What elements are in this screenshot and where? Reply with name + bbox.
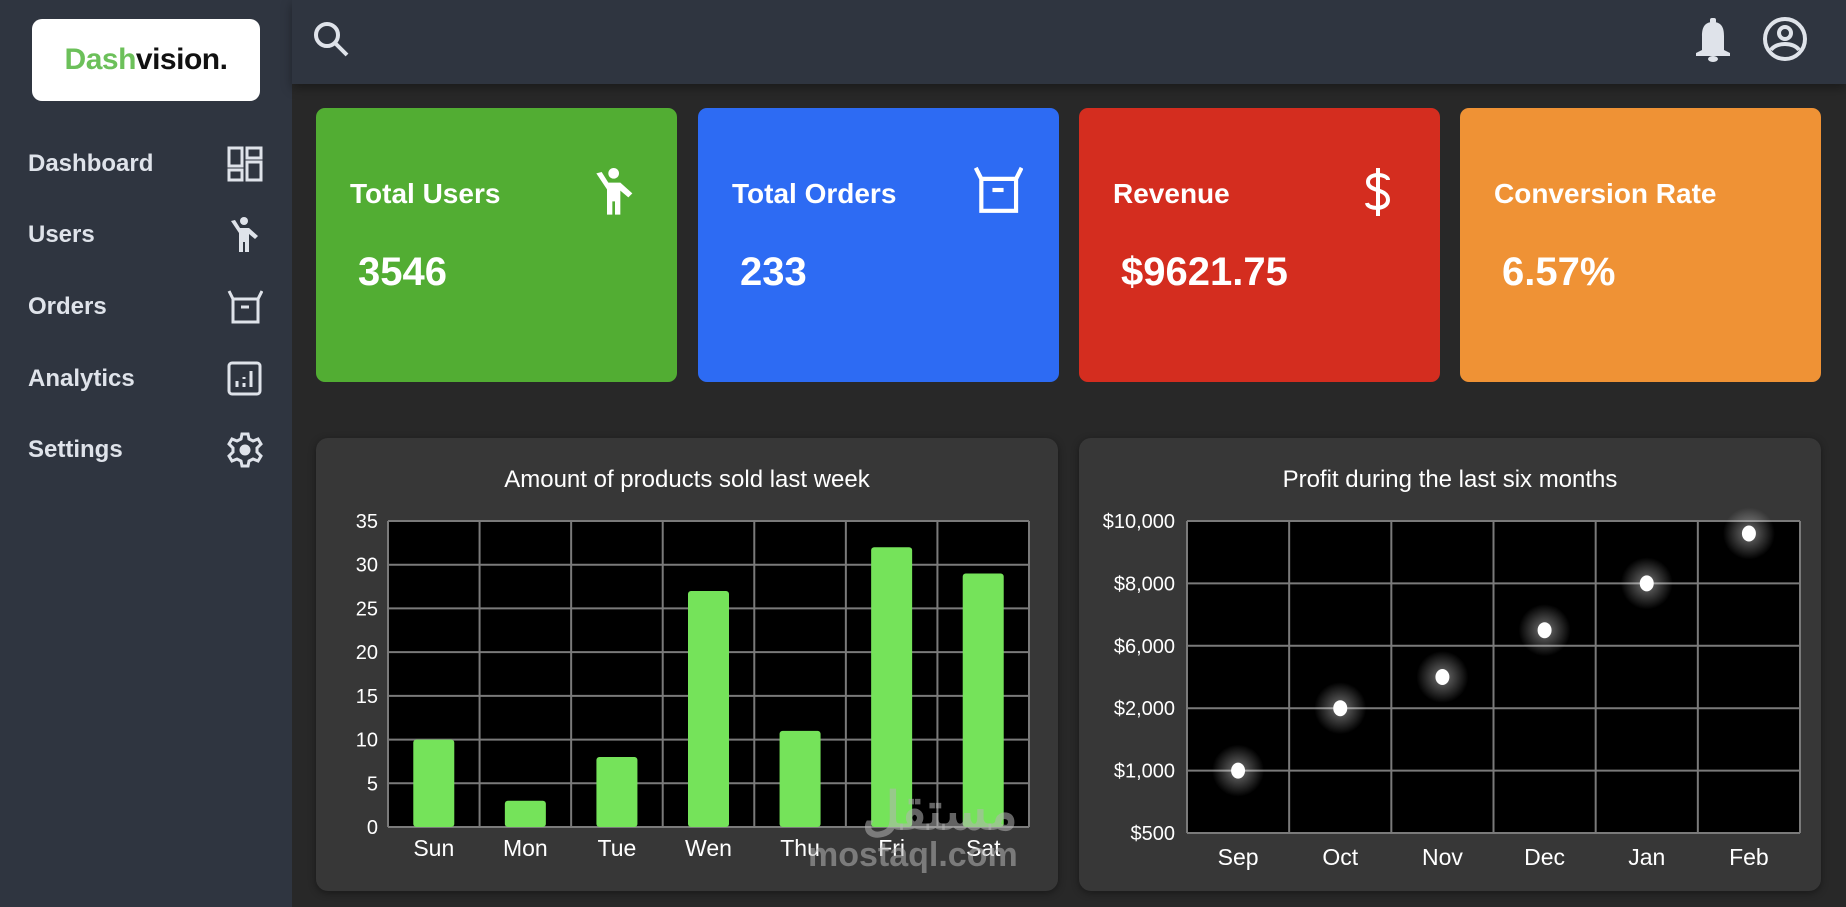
sidebar-item-label: Orders xyxy=(28,293,107,320)
sidebar: Dash vision. Dashboard Users Orders xyxy=(0,0,292,907)
x-tick-label: Wen xyxy=(685,835,732,861)
stat-value: 233 xyxy=(740,250,807,294)
x-tick-label: Dec xyxy=(1524,844,1565,870)
sidebar-item-users[interactable]: Users xyxy=(0,205,292,265)
x-tick-label: Thu xyxy=(780,835,820,861)
topbar xyxy=(292,0,1846,84)
gear-icon xyxy=(226,431,264,469)
point-feb xyxy=(1741,525,1756,542)
profit-chart-panel: Profit during the last six months $500 $1… xyxy=(1079,438,1821,891)
bar-mon xyxy=(504,800,546,827)
y-tick-label: $10,000 xyxy=(1103,511,1175,533)
y-tick-label: 0 xyxy=(367,817,378,839)
y-tick-label: 15 xyxy=(356,686,378,708)
bar-fri xyxy=(871,547,913,827)
stat-card-total-users[interactable]: Total Users 3546 xyxy=(316,108,677,382)
y-tick-label: $500 xyxy=(1131,823,1176,845)
y-tick-label: $8,000 xyxy=(1114,573,1175,595)
sidebar-item-label: Dashboard xyxy=(28,150,154,177)
y-tick-label: $6,000 xyxy=(1114,636,1175,658)
products-sold-chart-panel: Amount of products sold last week 0 5 10 15… xyxy=(316,438,1058,891)
y-tick-label: $2,000 xyxy=(1114,698,1175,720)
sidebar-item-label: Settings xyxy=(28,436,123,463)
profit-scatter-chart: $500 $1,000 $2,000 $6,000 $8,000 $10,000 Sep Oc… xyxy=(1103,507,1801,870)
logo[interactable]: Dash vision. xyxy=(32,19,260,101)
chart-title: Amount of products sold last week xyxy=(504,466,870,493)
x-tick-label: Mon xyxy=(503,835,548,861)
x-tick-label: Sun xyxy=(413,835,454,861)
bell-icon[interactable] xyxy=(1692,16,1734,62)
sidebar-item-orders[interactable]: Orders xyxy=(0,277,292,337)
y-tick-label: 25 xyxy=(356,598,378,620)
stat-value: 3546 xyxy=(358,250,447,294)
bar-wen xyxy=(688,590,729,827)
logo-part-dash: Dash xyxy=(64,43,137,76)
y-tick-label: 35 xyxy=(356,511,378,533)
bar-thu xyxy=(779,730,821,827)
stat-value: 6.57% xyxy=(1502,250,1616,294)
stat-title: Total Orders xyxy=(732,178,897,209)
stat-card-revenue[interactable]: Revenue $9621.75 xyxy=(1079,108,1440,382)
sidebar-item-analytics[interactable]: Analytics xyxy=(0,349,292,409)
package-box-icon xyxy=(973,164,1024,220)
person-waving-icon xyxy=(591,164,639,220)
sidebar-item-settings[interactable]: Settings xyxy=(0,420,292,480)
logo-part-vision: vision. xyxy=(135,43,228,76)
y-tick-label: 30 xyxy=(356,555,378,577)
y-tick-label: 20 xyxy=(356,642,378,664)
analytics-chart-icon xyxy=(226,360,264,398)
x-tick-label: Jan xyxy=(1628,844,1665,870)
x-tick-label: Oct xyxy=(1322,844,1358,870)
chart-title: Profit during the last six months xyxy=(1282,466,1618,493)
dollar-icon xyxy=(1354,164,1402,220)
search-icon[interactable] xyxy=(310,18,352,60)
stat-title: Revenue xyxy=(1113,178,1230,209)
bar-tue xyxy=(596,757,638,827)
sidebar-item-dashboard[interactable]: Dashboard xyxy=(0,134,292,194)
x-tick-label: Sat xyxy=(966,835,1001,861)
stat-title: Conversion Rate xyxy=(1494,178,1717,209)
stat-card-total-orders[interactable]: Total Orders 233 xyxy=(698,108,1059,382)
stat-value: $9621.75 xyxy=(1121,250,1288,294)
package-box-icon xyxy=(226,288,264,326)
point-jan xyxy=(1639,575,1654,592)
stat-title: Total Users xyxy=(350,178,501,209)
products-sold-bar-chart: 0 5 10 15 20 25 30 35 Sun Mon Tue Wen Thu Fri Sat xyxy=(356,511,1030,861)
point-sep xyxy=(1231,762,1246,779)
x-tick-label: Feb xyxy=(1729,844,1769,870)
dashboard-grid-icon xyxy=(226,145,264,183)
x-tick-label: Tue xyxy=(598,835,637,861)
point-oct xyxy=(1333,700,1348,717)
sidebar-item-label: Users xyxy=(28,221,95,248)
account-circle-icon[interactable] xyxy=(1762,16,1808,62)
person-waving-icon xyxy=(226,216,264,254)
x-tick-label: Fri xyxy=(878,835,905,861)
stat-card-conversion-rate[interactable]: Conversion Rate 6.57% xyxy=(1460,108,1821,382)
y-tick-label: 5 xyxy=(367,773,378,795)
sidebar-item-label: Analytics xyxy=(28,365,135,392)
y-tick-label: 10 xyxy=(356,730,378,752)
bar-sat xyxy=(962,573,1004,827)
point-nov xyxy=(1435,669,1450,685)
bar-sun xyxy=(413,739,455,827)
x-tick-label: Nov xyxy=(1422,844,1463,870)
y-tick-label: $1,000 xyxy=(1114,761,1175,783)
x-tick-label: Sep xyxy=(1218,844,1259,870)
point-dec xyxy=(1537,622,1552,639)
